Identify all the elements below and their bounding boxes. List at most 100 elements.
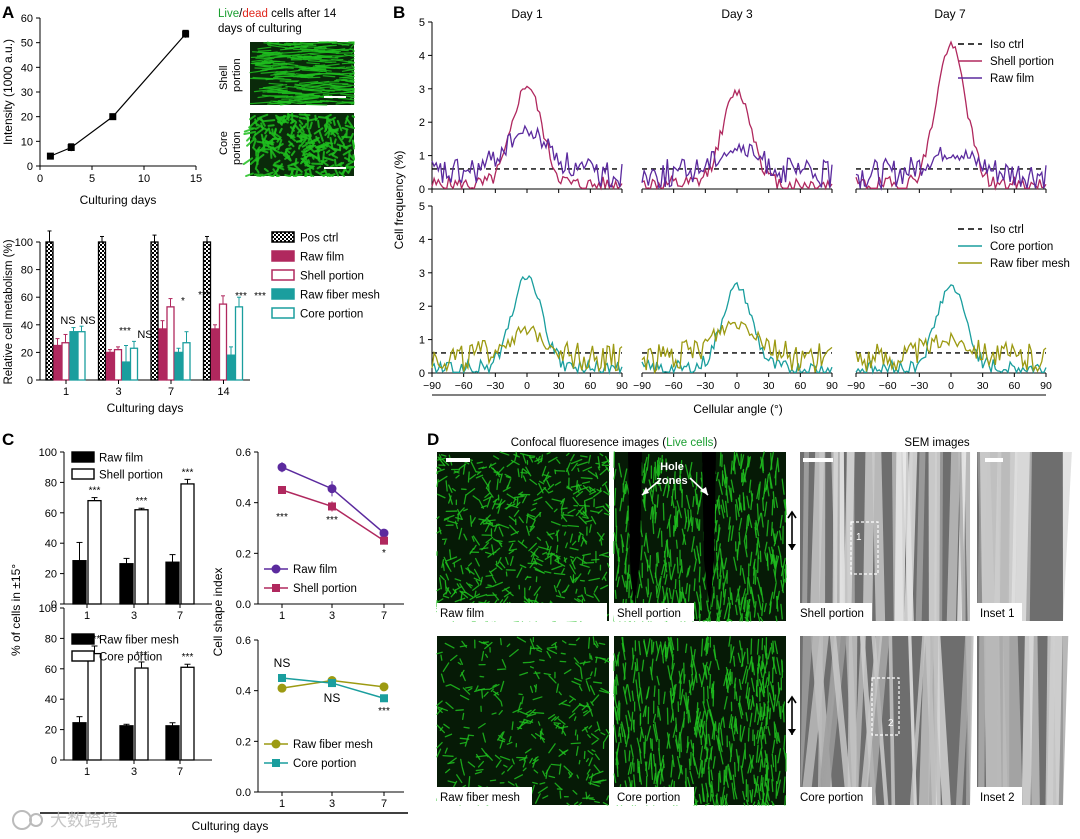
d-raw-film-img-cell (562, 508, 567, 509)
d-raw-fiber-img-cell (512, 722, 513, 730)
c-left-xtick-label: 1 (84, 610, 90, 622)
a-bot-bar (131, 348, 138, 380)
a-bot-bar (204, 242, 211, 380)
c-right-ytick-label: 0.2 (236, 548, 251, 560)
c-right-xtick-label: 3 (329, 798, 335, 810)
a-bot-ytick-label: 20 (21, 347, 33, 359)
panel-label-d: D (427, 430, 439, 449)
c-right-legend-marker (272, 584, 280, 592)
d-core-img-cell (637, 659, 638, 671)
b-legend-label: Shell portion (990, 56, 1054, 68)
d-raw-film-img-cell (522, 470, 523, 478)
d-raw-fiber-img-cell (575, 730, 576, 735)
c-right-legend-label: Core portion (293, 758, 356, 770)
d-raw-film-img-cell (509, 541, 515, 542)
micro-label-core-2: portion (231, 131, 243, 165)
micro-core-cell (317, 146, 324, 147)
d-core-img-cell (747, 649, 748, 664)
d-core-img-cell (650, 739, 651, 749)
a-bot-annotation: * (181, 296, 185, 307)
d-shell-img-cell (740, 566, 741, 575)
b-legend-label: Raw film (990, 73, 1034, 85)
d-core-img-cell (735, 724, 736, 734)
a-bot-ylabel: Relative cell metabolism (%) (3, 239, 15, 384)
d-core-img-cell (711, 785, 712, 801)
d-confocal-title-a: Confocal fluoresence images ( (511, 437, 666, 449)
d-core-img-cell (757, 686, 758, 696)
a-top-ytick-label: 10 (21, 136, 33, 148)
micro-core-cell (318, 121, 319, 127)
d-core-img-cell (751, 639, 752, 654)
c-left-bar (120, 564, 133, 604)
d-shell-img-cell (763, 459, 764, 470)
d-shell-img-cell (700, 614, 701, 621)
c-left-ytick-label: 80 (45, 477, 57, 489)
b-ytick-label: 5 (419, 201, 425, 213)
d-shell-img-cell (670, 550, 671, 566)
micro-core-cell (353, 141, 354, 146)
micro-core-cell (334, 120, 335, 125)
b-series-line (432, 276, 622, 372)
d-core-img-cell (714, 724, 715, 740)
c-right-xtick-label: 1 (279, 798, 285, 810)
d-shell-img-cell (676, 540, 677, 548)
b-ytick-label: 4 (419, 50, 425, 62)
c-left-legend-swatch (72, 651, 94, 661)
micro-title: Live/dead cells after 14 (218, 8, 337, 20)
d-raw-fiber-img-cell (478, 689, 488, 690)
d-raw-film-img-cell (483, 523, 492, 524)
b-ytick-label: 1 (419, 151, 425, 163)
b-xtick-label: 60 (794, 380, 806, 392)
d-scalebar-confocal (446, 458, 470, 462)
d-shell-img-cell (657, 553, 658, 566)
micro-label-shell-2: portion (231, 58, 243, 92)
panel-label-b: B (393, 3, 405, 22)
c-left-xtick-label: 3 (131, 610, 137, 622)
a-bot-xtick-label: 3 (115, 386, 121, 398)
d-core-img-cell (754, 775, 755, 783)
c-left-annotation: *** (136, 496, 148, 507)
a-top-ylabel: Intensity (1000 a.u.) (1, 39, 15, 145)
d-core-img-cell (696, 672, 697, 682)
c-right-xtick-label: 7 (381, 798, 387, 810)
d-raw-film-img-cell (461, 592, 466, 593)
micro-title-dead: dead (242, 8, 268, 20)
a-top-ytick-label: 60 (21, 13, 33, 25)
d-shell-img-cell (682, 587, 683, 598)
d-scalebar-inset (985, 458, 1003, 462)
a-bot-bar (151, 242, 158, 380)
b-xtick-label: 30 (763, 380, 775, 392)
d-raw-fiber-img-cell (501, 639, 502, 645)
a-bot-ytick-label: 40 (21, 320, 33, 332)
d-shell-img-cell (755, 523, 756, 535)
a-bot-ytick-label: 100 (15, 237, 33, 249)
d-caption-raw-film: Raw film (440, 608, 484, 620)
d-core-img-cell (720, 771, 721, 782)
c-left-bar (120, 726, 133, 760)
d-raw-fiber-img-bg (437, 636, 609, 805)
d-core-img-cell (736, 692, 737, 700)
d-core-img-cell (772, 780, 773, 792)
d-shell-img-cell (622, 541, 623, 553)
c-left-annotation: *** (89, 486, 101, 497)
d-shell-img-cell (658, 553, 659, 563)
a-bot-xtick-label: 7 (168, 386, 174, 398)
d-core-img-cell (651, 753, 652, 769)
a-top-xtick-label: 10 (138, 173, 150, 185)
a-top-point (182, 31, 189, 38)
a-top-xtick-label: 0 (37, 173, 43, 185)
micro-core-cell (335, 139, 336, 143)
b-xtick-label: −90 (423, 380, 441, 392)
d-hole-zones-2: zones (656, 475, 687, 487)
c-left-ylabel: % of cells in ±15° (9, 564, 23, 656)
b-series-line (642, 322, 832, 373)
b-xtick-label: 90 (826, 380, 838, 392)
c-left-xtick-label: 1 (84, 766, 90, 778)
c-left-bar (88, 654, 101, 760)
b-ytick-label: 3 (419, 268, 425, 280)
c-left-ytick-label: 100 (39, 603, 57, 615)
micro-title-live: Live (218, 8, 239, 20)
a-bot-annotation: *** (254, 291, 266, 302)
micro-shell-cell (339, 73, 354, 74)
